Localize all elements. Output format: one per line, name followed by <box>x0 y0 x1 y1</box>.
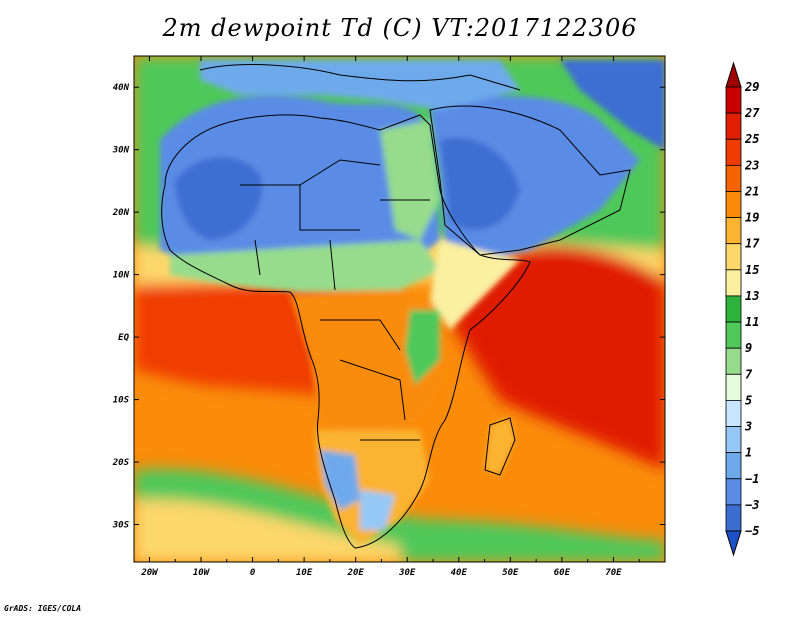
colorbar-label: 3 <box>744 420 752 434</box>
colorbar-box <box>725 321 742 349</box>
lat-tick-label: 20N <box>112 208 130 218</box>
colorbar-label: 9 <box>745 341 752 355</box>
colorbar-label: −1 <box>745 472 759 486</box>
lon-tick-label: 10E <box>296 568 313 578</box>
lat-tick-label: 10N <box>113 271 130 281</box>
lon-tick-label: 20E <box>347 568 365 578</box>
dewpoint-field <box>134 56 665 562</box>
colorbar-label: 1 <box>745 446 752 460</box>
lon-tick-label: 30E <box>398 568 416 578</box>
colorbar-label: 15 <box>745 263 759 277</box>
colorbar-label: 29 <box>744 80 759 94</box>
colorbar-top-arrow <box>725 61 742 88</box>
lon-tick-label: 10W <box>193 568 211 578</box>
lon-tick-label: 50E <box>502 568 519 578</box>
lon-axis: 20W 10W 0 10E 20E 30E 40E 50E 60E 70E <box>140 56 640 578</box>
colorbar-label: 5 <box>745 393 752 407</box>
colorbar-box <box>725 138 742 166</box>
colorbar-box <box>725 347 742 375</box>
colorbar-box <box>725 295 742 323</box>
colorbar: 29 27 25 23 21 19 17 15 13 11 9 7 5 3 1 −1 −3 −5 <box>725 61 760 557</box>
colorbar-label: 23 <box>744 158 759 172</box>
lat-tick-label: 20S <box>112 458 130 468</box>
colorbar-label: 27 <box>744 106 760 120</box>
colorbar-label: 25 <box>744 132 759 146</box>
colorbar-box <box>725 373 742 401</box>
plot-frame <box>133 55 666 563</box>
lon-tick-label: 60E <box>554 568 571 578</box>
colorbar-box <box>725 164 742 192</box>
colorbar-box <box>725 112 742 140</box>
colorbar-bottom-arrow <box>725 530 742 557</box>
coastlines <box>161 64 631 549</box>
colorbar-box <box>725 426 742 454</box>
colorbar-box <box>725 452 742 480</box>
lat-tick-label: 40N <box>113 83 130 93</box>
colorbar-box <box>725 478 742 506</box>
lon-tick-label: 0 <box>250 568 256 578</box>
colorbar-label: −3 <box>745 498 759 512</box>
lat-axis: 40N 30N 20N 10N EQ 10S 20S 30S <box>112 83 665 531</box>
lat-tick-label: EQ <box>118 333 129 343</box>
colorbar-box <box>725 269 742 297</box>
colorbar-box <box>725 400 742 427</box>
colorbar-label: 17 <box>745 237 760 251</box>
colorbar-box <box>725 217 742 245</box>
colorbar-label: 21 <box>744 184 759 198</box>
lon-tick-label: 70E <box>605 568 622 578</box>
colorbar-box <box>725 86 742 114</box>
colorbar-label: 11 <box>745 315 759 329</box>
credit-text: GrADS: IGES/COLA <box>4 604 82 613</box>
colorbar-box <box>725 504 742 532</box>
colorbar-label: 19 <box>745 211 759 225</box>
colorbar-label: 7 <box>745 367 753 381</box>
map-title: 2m dewpoint Td (C) VT:2017122306 <box>162 14 638 42</box>
colorbar-box <box>725 243 742 271</box>
lat-tick-label: 30N <box>112 146 130 156</box>
lon-tick-label: 20W <box>140 568 159 578</box>
lon-tick-label: 40E <box>451 568 468 578</box>
colorbar-label: −5 <box>745 524 759 538</box>
lat-tick-label: 30S <box>112 521 130 531</box>
colorbar-label: 13 <box>745 289 759 303</box>
lat-tick-label: 10S <box>113 396 130 406</box>
colorbar-box <box>725 191 742 218</box>
